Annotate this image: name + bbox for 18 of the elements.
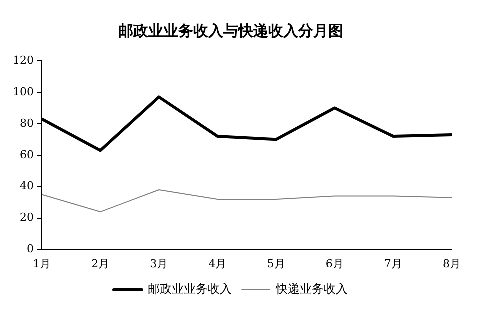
y-tick-label: 80	[20, 116, 34, 130]
y-tick-label: 120	[12, 54, 34, 67]
chart-title: 邮政业业务收入与快递收入分月图	[118, 22, 344, 40]
x-tick-label: 6月	[326, 257, 344, 270]
y-tick-label: 100	[12, 85, 34, 98]
legend-label: 邮政业业务收入	[148, 282, 232, 296]
x-tick-label: 5月	[267, 257, 286, 270]
x-tick-label: 1月	[32, 257, 51, 270]
y-tick-label: 0	[26, 242, 34, 256]
x-tick-label: 3月	[150, 257, 168, 270]
y-tick-label: 60	[20, 148, 34, 162]
x-tick-label: 7月	[384, 257, 402, 270]
y-tick-label: 20	[20, 211, 34, 224]
x-tick-label: 8月	[443, 257, 461, 270]
x-tick-label: 4月	[208, 257, 227, 270]
x-tick-label: 2月	[92, 257, 110, 270]
y-tick-label: 40	[20, 180, 34, 193]
legend-label: 快递业务收入	[275, 282, 348, 296]
